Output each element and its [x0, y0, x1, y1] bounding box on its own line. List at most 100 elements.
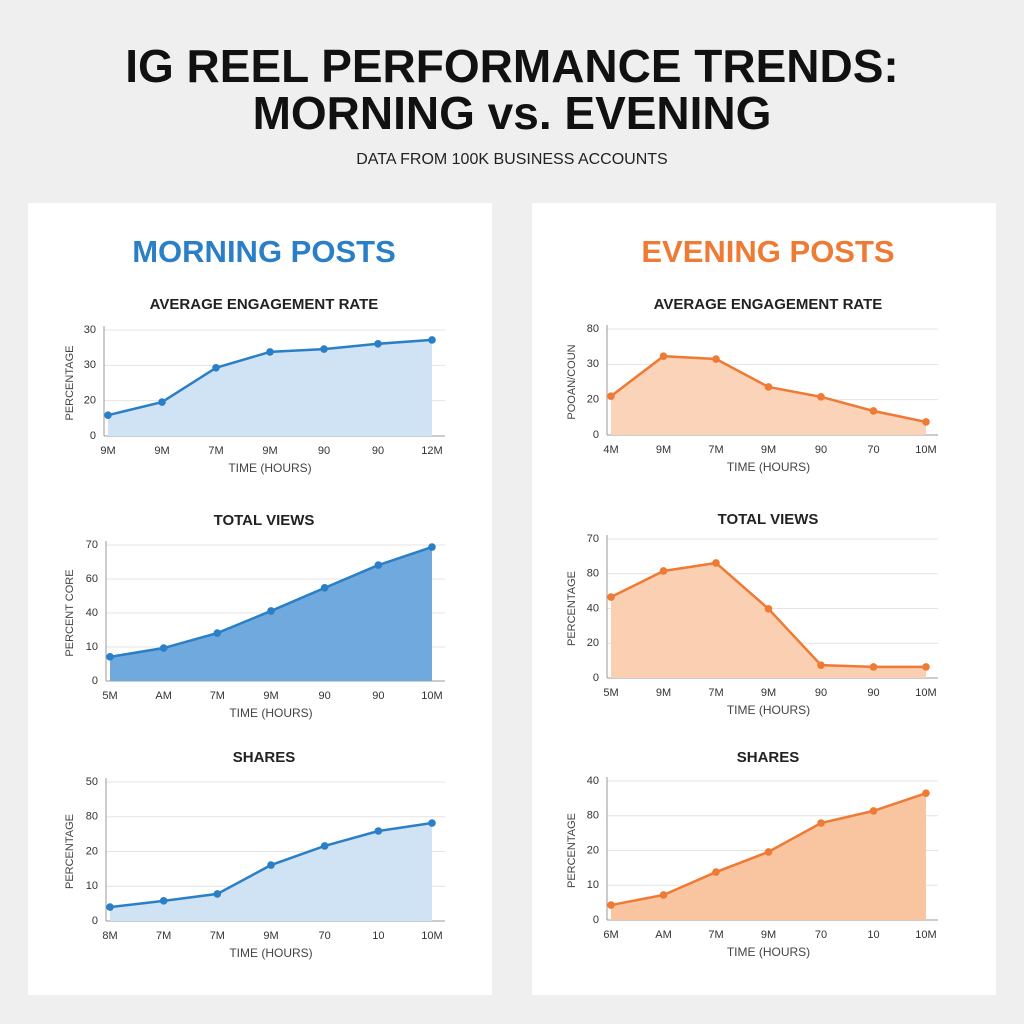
point	[320, 345, 328, 353]
point	[922, 418, 930, 426]
x-tick-label: 9M	[656, 687, 671, 699]
y-tick-label: 40	[587, 602, 599, 614]
x-tick-label: 4M	[603, 444, 618, 456]
y-tick-label: 80	[587, 568, 599, 580]
x-axis-label: TIME (HOURS)	[228, 461, 311, 475]
point	[106, 653, 114, 661]
y-tick-label: 40	[587, 775, 599, 787]
point	[428, 336, 436, 344]
x-tick-label: 9M	[263, 930, 278, 942]
x-tick-label: 70	[319, 930, 331, 942]
area	[108, 339, 432, 436]
point	[428, 543, 436, 551]
y-tick-label: 80	[86, 811, 98, 823]
chart-title: TOTAL VIEWS	[718, 511, 819, 528]
x-tick-label: 10	[867, 929, 879, 941]
point	[607, 593, 615, 601]
x-tick-label: 70	[867, 444, 879, 456]
point	[374, 561, 383, 569]
y-tick-label: 50	[86, 776, 98, 788]
y-tick-label: 0	[92, 915, 98, 927]
x-tick-label: AM	[655, 929, 672, 941]
y-tick-label: 60	[86, 573, 98, 585]
point	[817, 393, 825, 401]
point	[869, 407, 878, 415]
point	[266, 348, 274, 356]
x-tick-label: 90	[815, 687, 827, 699]
point	[659, 352, 668, 361]
panel-title: EVENING POSTS	[641, 234, 894, 269]
x-tick-label: 90	[318, 445, 330, 457]
y-tick-label: 70	[587, 533, 599, 545]
y-tick-label: 20	[587, 394, 599, 406]
x-tick-label: 7M	[708, 687, 723, 699]
y-tick-label: 40	[86, 607, 98, 619]
y-tick-label: 0	[593, 914, 599, 926]
point	[607, 901, 615, 909]
point	[764, 605, 773, 613]
x-tick-label: 70	[815, 929, 827, 941]
point	[374, 827, 383, 835]
x-tick-label: 12M	[421, 445, 442, 457]
y-tick-label: 0	[593, 429, 599, 441]
x-tick-label: 90	[867, 687, 879, 699]
x-tick-label: 10M	[915, 687, 936, 699]
chart-title: SHARES	[737, 749, 800, 766]
y-tick-label: 20	[587, 844, 599, 856]
point	[213, 890, 222, 898]
x-tick-label: 9M	[100, 445, 115, 457]
x-tick-label: 90	[319, 690, 331, 702]
x-tick-label: 10M	[915, 929, 936, 941]
y-axis-label: PERCENTAGE	[64, 346, 76, 421]
point	[159, 897, 168, 905]
x-tick-label: AM	[155, 690, 172, 702]
x-tick-label: 9M	[761, 929, 776, 941]
y-axis-label: PERCENTAGE	[566, 571, 578, 646]
point	[213, 629, 222, 637]
point	[106, 903, 114, 911]
x-tick-label: 10M	[421, 690, 442, 702]
chart-title: SHARES	[233, 749, 296, 766]
y-tick-label: 0	[92, 675, 98, 687]
point	[320, 584, 329, 592]
y-tick-label: 10	[86, 880, 98, 892]
point	[922, 663, 930, 671]
point	[267, 607, 275, 615]
subtitle: DATA FROM 100K BUSINESS ACCOUNTS	[356, 151, 667, 168]
y-tick-label: 20	[84, 395, 96, 407]
x-tick-label: 10M	[915, 444, 936, 456]
point	[817, 661, 825, 669]
x-tick-label: 7M	[208, 445, 223, 457]
point	[869, 663, 878, 671]
point	[712, 559, 720, 567]
title-line: IG REEL PERFORMANCE TRENDS:	[125, 40, 899, 92]
y-tick-label: 10	[86, 641, 98, 653]
point	[607, 392, 615, 400]
x-axis-label: TIME (HOURS)	[229, 706, 312, 720]
area	[611, 562, 926, 678]
point	[159, 644, 168, 652]
point	[104, 411, 112, 419]
x-tick-label: 9M	[761, 444, 776, 456]
x-tick-label: 5M	[603, 687, 618, 699]
x-tick-label: 7M	[708, 929, 723, 941]
point	[659, 891, 668, 899]
x-tick-label: 90	[372, 690, 384, 702]
y-tick-label: 30	[587, 358, 599, 370]
point	[817, 819, 825, 827]
area	[611, 356, 926, 435]
area	[611, 793, 926, 920]
point	[158, 398, 166, 406]
chart-title: TOTAL VIEWS	[214, 512, 315, 529]
point	[320, 842, 329, 850]
x-tick-label: 10	[372, 930, 384, 942]
point	[267, 861, 275, 869]
y-tick-label: 10	[587, 879, 599, 891]
x-tick-label: 7M	[708, 444, 723, 456]
chart-title: AVERAGE ENGAGEMENT RATE	[150, 296, 379, 313]
y-tick-label: 80	[587, 323, 599, 335]
x-tick-label: 9M	[262, 445, 277, 457]
point	[764, 383, 773, 391]
y-tick-label: 0	[593, 672, 599, 684]
x-tick-label: 7M	[210, 930, 225, 942]
